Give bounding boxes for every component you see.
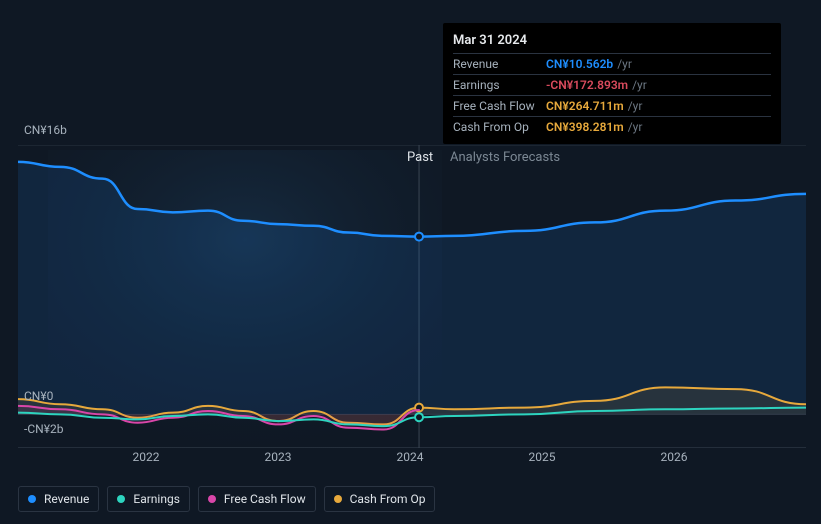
tooltip-row: Earnings -CN¥172.893m /yr	[453, 75, 771, 96]
legend-label: Earnings	[133, 492, 180, 506]
chart-tooltip: Mar 31 2024 Revenue CN¥10.562b /yrEarnin…	[443, 23, 781, 144]
tooltip-row: Cash From Op CN¥398.281m /yr	[453, 117, 771, 137]
legend-item-cash-from-op[interactable]: Cash From Op	[324, 486, 436, 512]
tooltip-row-unit: /yr	[628, 99, 643, 113]
x-axis-tick: 2024	[390, 450, 430, 464]
x-axis-tick: 2025	[522, 450, 562, 464]
x-axis-tick: 2026	[654, 450, 694, 464]
tooltip-row-value: CN¥264.711m	[546, 99, 624, 113]
tooltip-row-value: CN¥10.562b	[546, 57, 613, 71]
tooltip-row-unit: /yr	[628, 120, 643, 134]
tooltip-row-unit: /yr	[617, 57, 632, 71]
tooltip-row-label: Earnings	[453, 78, 546, 92]
tooltip-row-label: Free Cash Flow	[453, 99, 546, 113]
y-axis-tick: CN¥16b	[24, 123, 67, 137]
past-label: Past	[407, 150, 433, 165]
y-axis-tick: -CN¥2b	[24, 422, 63, 436]
tooltip-row-value: CN¥398.281m	[546, 120, 624, 134]
legend-label: Revenue	[44, 492, 89, 506]
legend-label: Cash From Op	[350, 492, 426, 506]
forecast-label: Analysts Forecasts	[450, 150, 560, 165]
legend-item-free-cash-flow[interactable]: Free Cash Flow	[198, 486, 316, 512]
chart-plot	[18, 145, 806, 448]
legend-dot	[208, 495, 216, 503]
tooltip-date: Mar 31 2024	[453, 30, 771, 54]
tooltip-row-label: Revenue	[453, 57, 546, 71]
x-axis-tick: 2022	[126, 450, 166, 464]
legend-dot	[117, 495, 125, 503]
chart-legend: Revenue Earnings Free Cash Flow Cash Fro…	[18, 486, 435, 512]
tooltip-row-value: -CN¥172.893m	[546, 78, 628, 92]
x-axis-tick: 2023	[258, 450, 298, 464]
tooltip-row: Free Cash Flow CN¥264.711m /yr	[453, 96, 771, 117]
legend-dot	[334, 495, 342, 503]
legend-dot	[28, 495, 36, 503]
financial-chart: Past Analysts Forecasts Mar 31 2024 Reve…	[0, 0, 821, 524]
legend-label: Free Cash Flow	[224, 492, 306, 506]
legend-item-earnings[interactable]: Earnings	[107, 486, 190, 512]
tooltip-row-label: Cash From Op	[453, 120, 546, 134]
y-axis-tick: CN¥0	[24, 389, 53, 403]
tooltip-row-unit: /yr	[632, 78, 647, 92]
legend-item-revenue[interactable]: Revenue	[18, 486, 99, 512]
tooltip-rows: Revenue CN¥10.562b /yrEarnings -CN¥172.8…	[453, 54, 771, 137]
tooltip-row: Revenue CN¥10.562b /yr	[453, 54, 771, 75]
